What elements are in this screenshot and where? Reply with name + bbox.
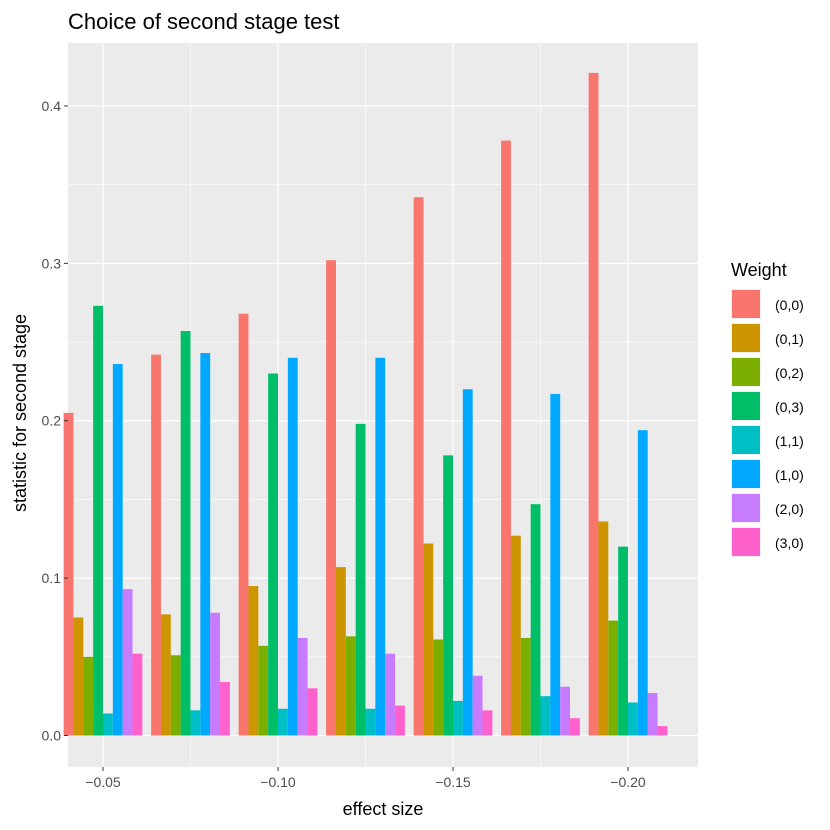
bars — [63, 72, 668, 736]
bar-2-0-3 — [385, 653, 396, 736]
legend-label: (0,2) — [775, 365, 804, 381]
legend-label: (0,3) — [775, 399, 804, 415]
bar-1-1-3 — [365, 708, 376, 736]
bar-2-0-2 — [297, 637, 308, 736]
bar-0-2-6 — [608, 620, 619, 736]
bar-1-1-5 — [540, 696, 551, 736]
bar-0-2-1 — [170, 655, 181, 736]
x-tick-label: −0.10 — [260, 774, 296, 790]
bar-2-0-5 — [560, 686, 571, 736]
x-tick-label: −0.05 — [85, 774, 121, 790]
bar-3-0-0 — [132, 653, 143, 736]
bar-1-0-5 — [550, 393, 561, 736]
bar-1-1-2 — [278, 708, 288, 736]
legend-key-swatch — [732, 358, 760, 386]
bar-1-0-1 — [200, 353, 211, 736]
bar-1-1-0 — [103, 713, 113, 736]
bar-2-0-4 — [472, 675, 483, 736]
bar-1-0-6 — [637, 430, 648, 736]
bar-0-2-0 — [83, 656, 94, 736]
bar-2-0-6 — [647, 693, 658, 736]
bar-0-0-6 — [588, 72, 599, 736]
bar-1-0-0 — [112, 364, 123, 736]
x-axis-title: effect size — [343, 799, 424, 819]
bar-0-1-4 — [423, 543, 434, 736]
bar-0-0-1 — [151, 354, 161, 736]
y-tick-label: 0.2 — [42, 413, 62, 429]
bar-3-0-1 — [220, 682, 230, 736]
bar-0-0-4 — [413, 197, 424, 736]
legend-key-swatch — [732, 324, 760, 352]
bar-0-1-2 — [248, 586, 259, 736]
legend-label: (1,1) — [775, 433, 804, 449]
y-axis: 0.0 0.1 0.2 0.3 0.4 — [42, 98, 68, 744]
bar-0-3-1 — [180, 331, 191, 736]
bar-3-0-5 — [570, 718, 580, 736]
bar-3-0-4 — [482, 710, 493, 736]
bar-2-0-1 — [210, 612, 221, 736]
legend: Weight (0,0) (0,1) (0,2) (0,3) (1,1) (1,0) (2,… — [731, 260, 804, 557]
bar-1-1-4 — [453, 700, 463, 736]
bar-0-1-1 — [160, 614, 171, 736]
bar-0-2-2 — [258, 645, 269, 736]
bar-0-0-2 — [238, 313, 249, 736]
bar-0-2-5 — [520, 637, 531, 736]
bar-0-3-6 — [618, 546, 628, 736]
bar-3-0-2 — [307, 688, 318, 736]
legend-label: (2,0) — [775, 501, 804, 517]
bar-1-1-6 — [628, 702, 638, 736]
legend-key-swatch — [732, 528, 760, 556]
chart-title: Choice of second stage test — [68, 9, 340, 34]
bar-0-1-3 — [335, 567, 346, 736]
bar-1-1-1 — [190, 710, 201, 736]
bar-1-0-2 — [287, 357, 298, 736]
bar-0-3-3 — [355, 423, 366, 736]
bar-2-0-0 — [122, 589, 133, 736]
y-tick-label: 0.3 — [42, 255, 62, 271]
legend-label: (0,0) — [775, 297, 804, 313]
x-tick-label: −0.20 — [610, 774, 646, 790]
bar-0-1-0 — [73, 617, 84, 736]
bar-0-3-2 — [268, 373, 278, 736]
legend-label: (0,1) — [775, 331, 804, 347]
bar-0-0-3 — [326, 260, 336, 736]
legend-key-swatch — [732, 392, 760, 420]
bar-0-0-0 — [63, 412, 74, 736]
bar-0-3-5 — [530, 504, 541, 736]
y-tick-label: 0.4 — [42, 98, 62, 114]
bar-3-0-3 — [395, 705, 405, 736]
y-tick-label: 0.1 — [42, 570, 62, 586]
y-tick-label: 0.0 — [42, 728, 62, 744]
bar-0-1-6 — [598, 521, 609, 736]
bar-0-1-5 — [510, 535, 521, 736]
bar-1-0-3 — [375, 357, 386, 736]
bar-3-0-6 — [657, 726, 668, 736]
bar-0-0-5 — [501, 140, 511, 736]
legend-key-swatch — [732, 494, 760, 522]
legend-key-swatch — [732, 460, 760, 488]
x-axis: −0.05 −0.10 −0.15 −0.20 — [85, 767, 646, 790]
legend-title: Weight — [731, 260, 787, 280]
legend-label: (3,0) — [775, 535, 804, 551]
legend-label: (1,0) — [775, 467, 804, 483]
bar-0-2-3 — [345, 636, 356, 736]
bar-0-3-4 — [443, 455, 453, 736]
y-axis-title: statistic for second stage — [10, 314, 30, 512]
bar-1-0-4 — [462, 389, 473, 736]
bar-0-2-4 — [433, 639, 444, 736]
legend-key-swatch — [732, 290, 760, 318]
bar-0-3-0 — [93, 305, 103, 736]
x-tick-label: −0.15 — [435, 774, 471, 790]
legend-key-swatch — [732, 426, 760, 454]
